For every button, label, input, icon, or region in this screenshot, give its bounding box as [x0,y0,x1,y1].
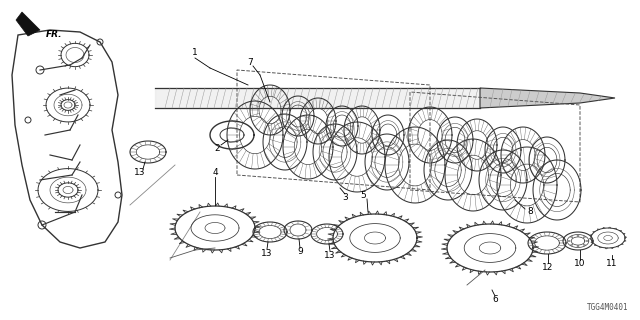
Text: 6: 6 [492,295,498,305]
Text: 2: 2 [214,143,220,153]
Text: 13: 13 [324,251,336,260]
Polygon shape [16,12,40,36]
Text: FR.: FR. [46,29,63,38]
Text: 10: 10 [574,260,586,268]
Text: 8: 8 [527,207,533,217]
Text: 13: 13 [134,167,146,177]
Text: 12: 12 [542,262,554,271]
Text: 7: 7 [247,58,253,67]
Text: 4: 4 [212,167,218,177]
Text: 9: 9 [297,247,303,257]
Text: TGG4M0401: TGG4M0401 [587,303,629,312]
Text: 1: 1 [192,47,198,57]
Polygon shape [480,88,615,108]
Text: 5: 5 [360,190,366,199]
Text: 3: 3 [342,194,348,203]
Text: 13: 13 [261,249,273,258]
Text: 11: 11 [606,259,618,268]
